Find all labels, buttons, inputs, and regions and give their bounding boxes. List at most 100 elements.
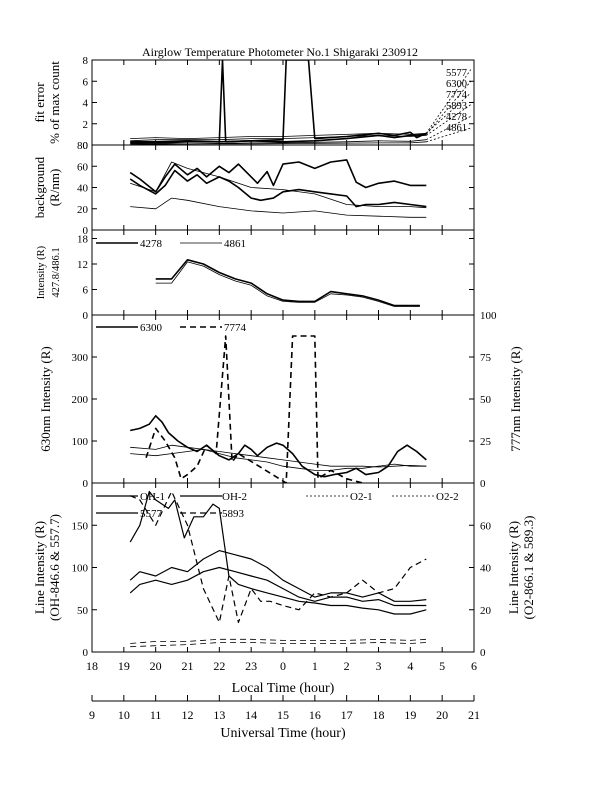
x-tick-label-local: 19: [118, 659, 130, 673]
x-tick-label-local: 3: [376, 659, 382, 673]
series-O2-2: [130, 638, 427, 644]
series-bg-a: [129, 159, 427, 193]
y-axis-label: fit error: [32, 82, 47, 123]
legend-label-5577: 5577: [446, 68, 467, 79]
ut-tick-label: 17: [341, 708, 353, 722]
panel-blue-lines: 0 6 12 18 Intensity (R) 427.8/486.1 4278 4861: [36, 229, 475, 322]
y-axis-label: background: [32, 156, 47, 218]
y-axis-label-2: 427.8/486.1: [51, 247, 62, 297]
x-tick-label-local: 2: [344, 659, 350, 673]
y-tick-label: 150: [72, 520, 89, 532]
y-tick-label: 6: [83, 285, 89, 297]
series-OH-1: [129, 550, 427, 602]
y-axis-label-2: (OH-846.6 & 557.7): [47, 514, 62, 621]
panel-fit-error: 0 2 4 6 8 fit error% of max count 557763007774…: [32, 55, 475, 152]
legend-label-OH-1: OH-1: [140, 491, 165, 503]
ut-tick-label: 9: [89, 708, 95, 722]
y-tick-label: 0: [83, 647, 89, 659]
y-tick-label: 100: [72, 563, 89, 575]
y-tick-label: 100: [72, 436, 89, 448]
y-tick-label: 8: [83, 55, 89, 67]
legend-label-6300: 6300: [140, 322, 163, 334]
legend-label-7774: 7774: [446, 90, 468, 101]
legend-label-4278: 4278: [446, 112, 467, 123]
x-tick-label-local: 18: [86, 659, 98, 673]
legend-label-OH-2: OH-2: [222, 491, 247, 503]
x-tick-label-local: 22: [213, 659, 225, 673]
y-tick-label: 18: [77, 234, 89, 246]
x-tick-label-local: 23: [245, 659, 257, 673]
legend-label-5893: 5893: [446, 101, 467, 112]
legend-label-4278: 4278: [140, 238, 163, 250]
y-right-tick-label: 75: [480, 352, 492, 364]
y-right-tick-label: 20: [480, 605, 492, 617]
ut-tick-label: 21: [468, 708, 480, 722]
ut-tick-label: 10: [118, 708, 130, 722]
y-right-axis-label-2: (O2-866.1 & 589.3): [521, 516, 536, 620]
legend-label-7774: 7774: [224, 322, 247, 334]
panel-legend: 6300 7774: [96, 322, 247, 334]
y-tick-label: 4: [83, 98, 89, 110]
y-tick-label: 20: [77, 204, 89, 216]
leader-5893: [426, 104, 472, 136]
series-7774: [130, 132, 427, 139]
y-right-tick-label: 0: [480, 647, 486, 659]
series-5893: [130, 135, 427, 142]
y-tick-label: 60: [77, 161, 89, 173]
series-bg-b: [129, 169, 427, 208]
y-tick-label: 0: [83, 478, 89, 490]
panel-legend: OH-1 OH-2 O2-1 O2-2 5577 5893: [96, 491, 459, 520]
ut-tick-label: 11: [150, 708, 162, 722]
y-right-tick-label: 100: [480, 310, 497, 322]
leader-6300: [425, 80, 472, 135]
y-tick-label: 50: [77, 605, 89, 617]
y-axis-label-2: % of max count: [47, 61, 62, 144]
x-tick-label-local: 4: [407, 659, 413, 673]
ut-tick-label: 20: [436, 708, 448, 722]
x-axis-label-ut: Universal Time (hour): [220, 726, 346, 741]
y-tick-label: 0: [83, 140, 89, 152]
legend-label-O2-2: O2-2: [436, 491, 459, 503]
series-5577: [130, 60, 427, 143]
legend-label-5893: 5893: [222, 508, 245, 520]
y-tick-label: 6: [83, 76, 89, 88]
ut-tick-label: 16: [309, 708, 321, 722]
legend-label-4861: 4861: [224, 238, 246, 250]
series-4861: [130, 141, 427, 145]
y-right-axis-label: Line Intensity (R): [506, 521, 521, 614]
series-6300-c: [130, 444, 427, 471]
y-axis-label-2: (R/nm): [47, 169, 62, 207]
legend-label-O2-1: O2-1: [350, 491, 373, 503]
x-tick-label-local: 6: [471, 659, 477, 673]
series-6300: [130, 133, 427, 144]
panel-frame: [91, 314, 475, 484]
leader-5577: [425, 69, 472, 134]
y-right-axis-label: 777nm Intensity (R): [508, 346, 523, 451]
series-6300: [130, 415, 427, 478]
y-right-tick-label: 0: [480, 478, 486, 490]
y-tick-label: 300: [72, 352, 89, 364]
ut-tick-label: 15: [277, 708, 289, 722]
y-right-tick-label: 60: [480, 520, 492, 532]
y-tick-label: 0: [83, 310, 89, 322]
series-O2-1: [130, 642, 427, 648]
y-tick-label: 2: [83, 119, 89, 131]
x-tick-label-local: 1: [312, 659, 318, 673]
leader-4278: [426, 115, 472, 141]
series-5577: [129, 490, 427, 615]
ut-tick-label: 18: [373, 708, 385, 722]
x-tick-label-local: 5: [439, 659, 445, 673]
ut-tick-label: 12: [182, 708, 194, 722]
y-axis-label: Line Intensity (R): [32, 521, 47, 614]
legend-label-4861: 4861: [446, 123, 467, 134]
y-tick-label: 0: [83, 225, 89, 237]
y-tick-label: 12: [77, 259, 88, 271]
series-4861: [155, 261, 420, 307]
ut-tick-label: 13: [213, 708, 225, 722]
y-axis-label: 630nm Intensity (R): [38, 346, 53, 451]
x-tick-label-local: 20: [150, 659, 162, 673]
y-axis-label: Intensity (R): [36, 245, 47, 299]
